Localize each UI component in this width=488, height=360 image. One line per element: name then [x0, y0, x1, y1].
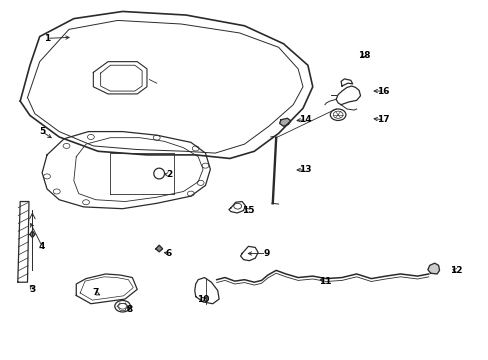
- Polygon shape: [156, 245, 162, 252]
- Text: 4: 4: [39, 242, 45, 251]
- Text: 8: 8: [126, 305, 133, 314]
- Text: 9: 9: [263, 249, 269, 258]
- Text: 13: 13: [299, 166, 311, 175]
- Text: 14: 14: [299, 115, 311, 124]
- Text: 16: 16: [376, 86, 389, 95]
- Text: 17: 17: [376, 115, 389, 124]
- Text: 15: 15: [242, 206, 254, 215]
- Polygon shape: [30, 231, 35, 237]
- Text: 12: 12: [449, 266, 462, 275]
- Text: 18: 18: [357, 51, 369, 60]
- Text: 2: 2: [165, 170, 172, 179]
- Text: 5: 5: [39, 127, 45, 136]
- Text: 3: 3: [29, 285, 36, 294]
- Text: 6: 6: [165, 249, 172, 258]
- Polygon shape: [279, 118, 290, 126]
- Text: 7: 7: [92, 288, 99, 297]
- Text: 10: 10: [197, 294, 209, 303]
- Polygon shape: [427, 263, 439, 274]
- Text: 11: 11: [318, 276, 330, 285]
- Text: 1: 1: [44, 34, 50, 43]
